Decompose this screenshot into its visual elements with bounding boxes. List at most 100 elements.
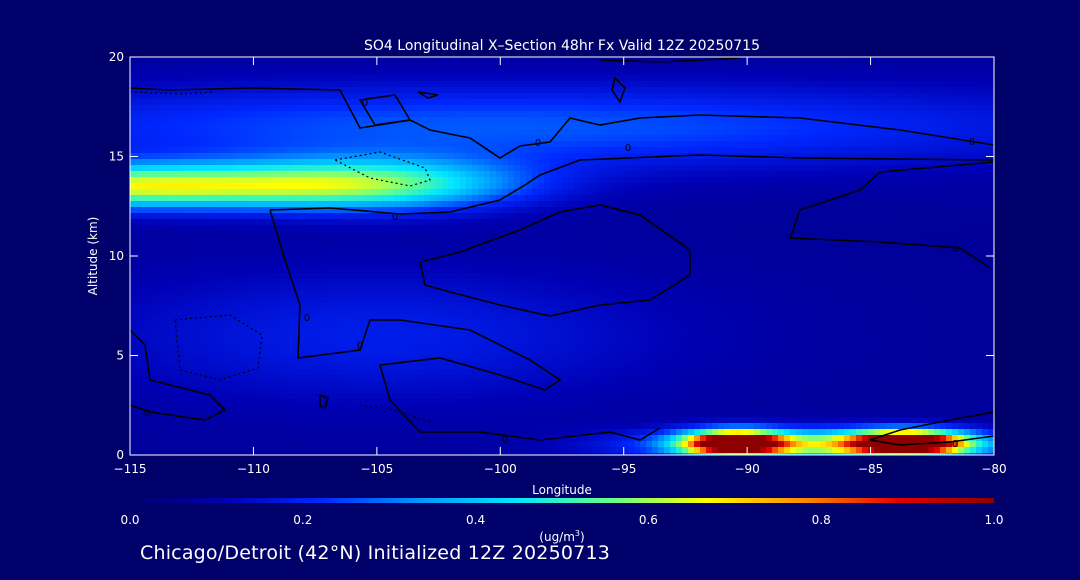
heatmap-cell [496, 135, 503, 142]
heatmap-cell [790, 129, 797, 136]
heatmap-cell [874, 57, 881, 64]
heatmap-cell [856, 243, 863, 250]
heatmap-cell [388, 123, 395, 130]
heatmap-cell [958, 57, 965, 64]
heatmap-cell [964, 105, 971, 112]
heatmap-cell [946, 111, 953, 118]
heatmap-cell [856, 153, 863, 160]
heatmap-cell [628, 189, 635, 196]
heatmap-cell [634, 213, 641, 220]
heatmap-cell [178, 81, 185, 88]
heatmap-cell [196, 195, 203, 202]
heatmap-cell [790, 243, 797, 250]
heatmap-cell [574, 243, 581, 250]
heatmap-cell [364, 129, 371, 136]
heatmap-cell [490, 129, 497, 136]
heatmap-cell [322, 105, 329, 112]
heatmap-cell [448, 171, 455, 178]
heatmap-cell [736, 183, 743, 190]
heatmap-cell [622, 195, 629, 202]
heatmap-cell [604, 231, 611, 238]
heatmap-cell [868, 231, 875, 238]
heatmap-cell [676, 177, 683, 184]
heatmap-cell [310, 183, 317, 190]
heatmap-cell [940, 147, 947, 154]
heatmap-cell [892, 135, 899, 142]
heatmap-cell [724, 57, 731, 64]
heatmap-cell [490, 201, 497, 208]
heatmap-cell [286, 237, 293, 244]
heatmap-cell [964, 117, 971, 124]
heatmap-cell [604, 249, 611, 256]
heatmap-cell [250, 129, 257, 136]
heatmap-cell [334, 135, 341, 142]
heatmap-cell [262, 57, 269, 64]
heatmap-cell [784, 69, 791, 76]
heatmap-cell [238, 249, 245, 256]
heatmap-cell [922, 105, 929, 112]
heatmap-cell [652, 75, 659, 82]
heatmap-cell [268, 171, 275, 178]
heatmap-cell [130, 201, 137, 208]
heatmap-cell [424, 57, 431, 64]
heatmap-cell [370, 201, 377, 208]
heatmap-cell [460, 75, 467, 82]
heatmap-cell [778, 201, 785, 208]
heatmap-cell [190, 135, 197, 142]
heatmap-cell [316, 81, 323, 88]
heatmap-cell [838, 93, 845, 100]
heatmap-cell [232, 219, 239, 226]
heatmap-cell [598, 117, 605, 124]
heatmap-cell [802, 135, 809, 142]
heatmap-cell [916, 99, 923, 106]
heatmap-cell [532, 129, 539, 136]
heatmap-cell [142, 225, 149, 232]
heatmap-cell [772, 147, 779, 154]
heatmap-cell [622, 225, 629, 232]
heatmap-cell [358, 141, 365, 148]
heatmap-cell [910, 171, 917, 178]
heatmap-cell [544, 243, 551, 250]
heatmap-cell [718, 249, 725, 256]
heatmap-cell [772, 93, 779, 100]
heatmap-cell [544, 123, 551, 130]
heatmap-cell [832, 99, 839, 106]
heatmap-cell [982, 177, 989, 184]
heatmap-cell [160, 243, 167, 250]
heatmap-cell [778, 141, 785, 148]
heatmap-cell [376, 87, 383, 94]
heatmap-cell [904, 237, 911, 244]
heatmap-cell [922, 135, 929, 142]
heatmap-cell [136, 189, 143, 196]
heatmap-cell [496, 177, 503, 184]
heatmap-cell [202, 255, 209, 262]
heatmap-cell [364, 171, 371, 178]
heatmap-cell [784, 195, 791, 202]
heatmap-cell [142, 237, 149, 244]
heatmap-cell [922, 93, 929, 100]
heatmap-cell [328, 105, 335, 112]
heatmap-cell [478, 207, 485, 214]
heatmap-cell [178, 129, 185, 136]
heatmap-cell [814, 141, 821, 148]
heatmap-cell [532, 201, 539, 208]
heatmap-cell [634, 231, 641, 238]
heatmap-cell [748, 57, 755, 64]
heatmap-cell [862, 147, 869, 154]
heatmap-cell [622, 243, 629, 250]
heatmap-cell [952, 123, 959, 130]
heatmap-cell [556, 237, 563, 244]
heatmap-cell [478, 177, 485, 184]
heatmap-cell [190, 243, 197, 250]
heatmap-cell [580, 165, 587, 172]
heatmap-cell [418, 255, 425, 262]
heatmap-cell [514, 177, 521, 184]
heatmap-cell [934, 141, 941, 148]
heatmap-cell [580, 249, 587, 256]
heatmap-cell [856, 99, 863, 106]
heatmap-cell [820, 207, 827, 214]
heatmap-cell [604, 165, 611, 172]
heatmap-cell [922, 171, 929, 178]
heatmap-cell [880, 159, 887, 166]
heatmap-cell [322, 183, 329, 190]
